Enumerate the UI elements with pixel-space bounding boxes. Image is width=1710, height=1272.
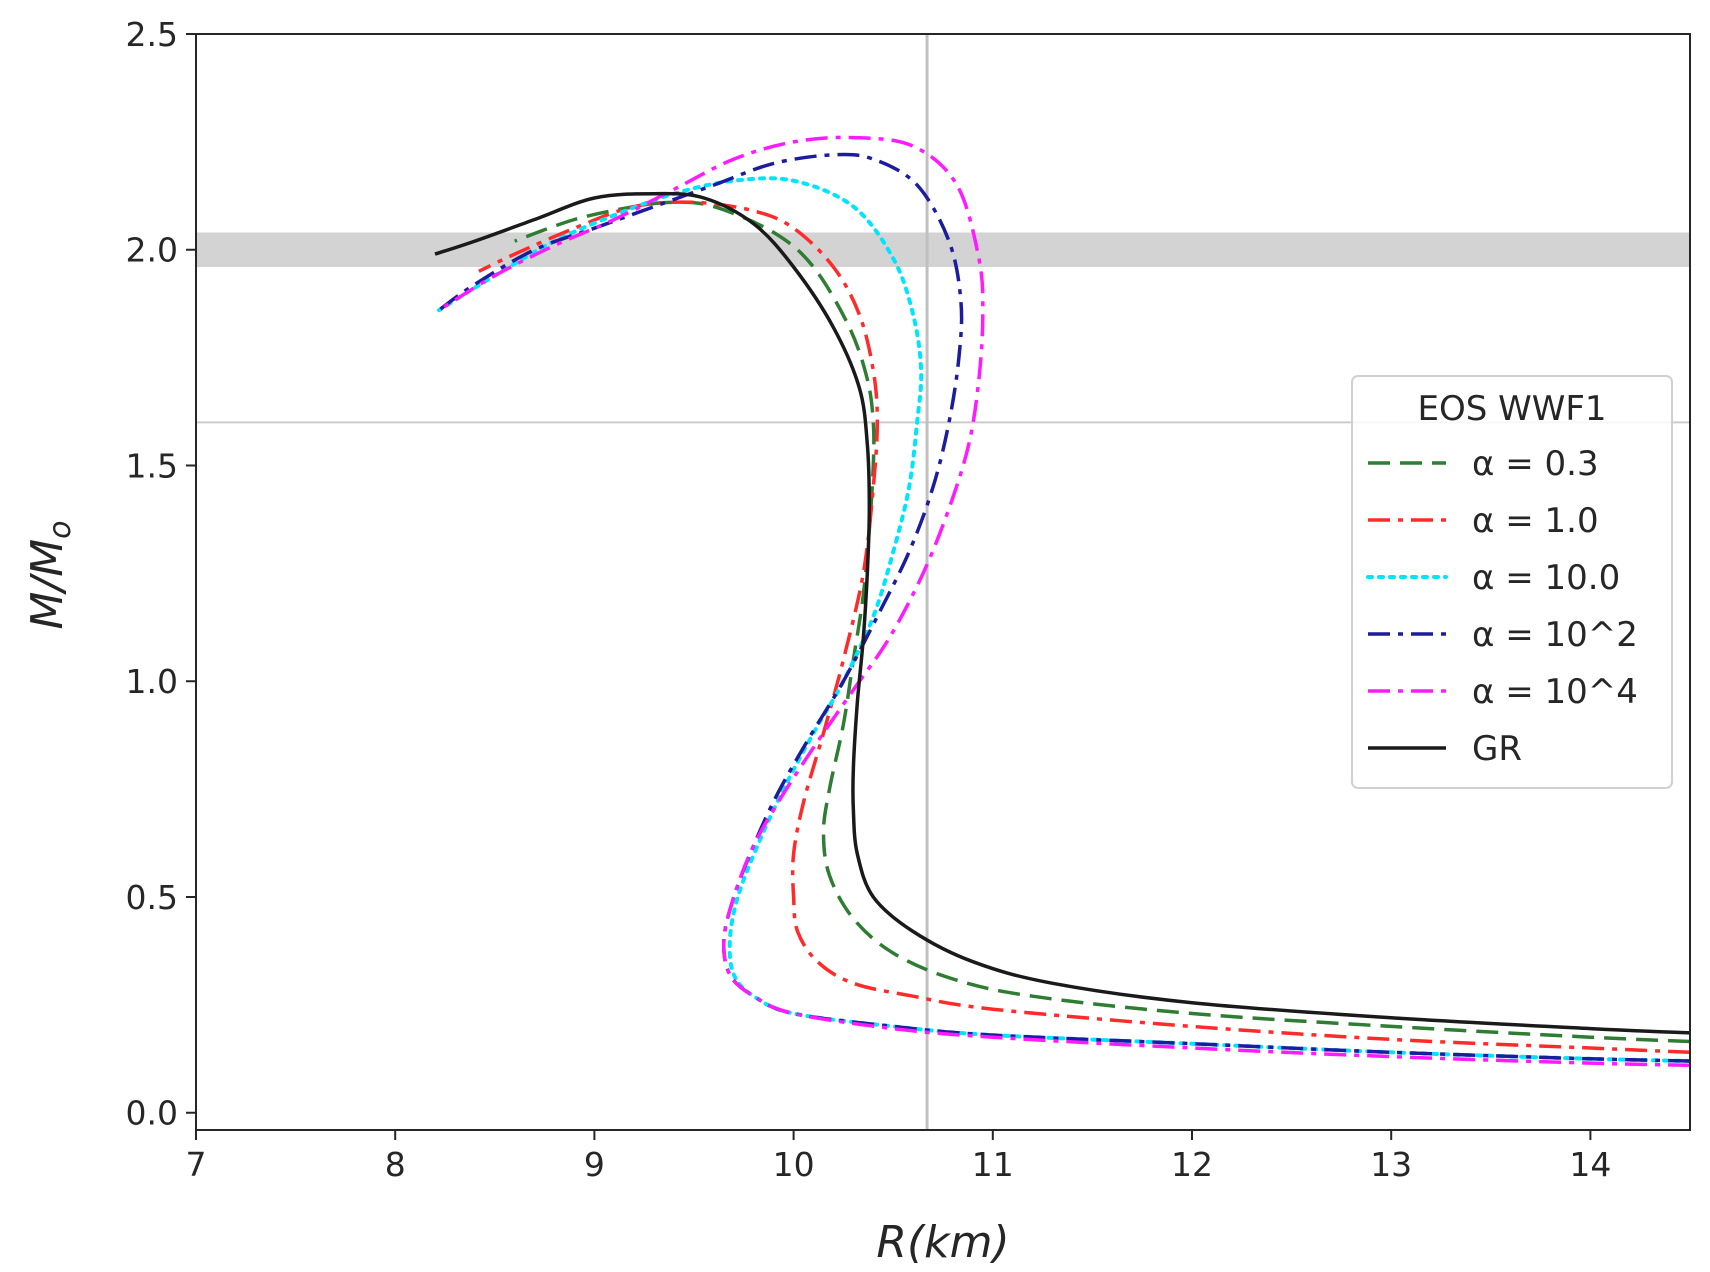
series-line-2 bbox=[478, 200, 1690, 1055]
legend-title: EOS WWF1 bbox=[1417, 389, 1606, 429]
plot-area bbox=[196, 34, 1690, 1130]
legend-entries: α = 0.3 α = 1.0 α = 10.0 α = 10^2 α = 10^4 GR bbox=[1366, 444, 1638, 769]
legend-label-2: α = 1.0 bbox=[1472, 501, 1599, 541]
y-tick-label: 1.0 bbox=[126, 662, 178, 701]
x-tick-label: 8 bbox=[385, 1145, 406, 1184]
x-tick-label: 12 bbox=[1171, 1145, 1213, 1184]
x-tick-label: 11 bbox=[972, 1145, 1014, 1184]
x-axis-label: R(km) bbox=[876, 1217, 1009, 1268]
y-axis-label-text: M/M bbox=[22, 539, 73, 630]
legend: EOS WWF1 α = 0.3α = 1.0α = 10.0α = 10^2α… bbox=[1351, 375, 1673, 789]
series-line-4 bbox=[437, 152, 1690, 1063]
legend-box bbox=[1351, 375, 1673, 789]
series-line-6 bbox=[434, 191, 1690, 1035]
legend-label-1: α = 0.3 bbox=[1472, 444, 1599, 484]
y-axis-label-subscript: o bbox=[43, 520, 78, 538]
x-axis-ticks: 7 8 9 10 11 12 13 14 bbox=[186, 1130, 1611, 1184]
y-tick-label: 1.5 bbox=[126, 446, 178, 485]
legend-label-5: α = 10^4 bbox=[1472, 672, 1638, 712]
legend-label-6: GR bbox=[1472, 729, 1522, 769]
x-tick-label: 13 bbox=[1370, 1145, 1412, 1184]
series-lines bbox=[434, 135, 1690, 1068]
reference-band bbox=[196, 232, 1690, 268]
y-axis-ticks: 0.0 0.5 1.0 1.5 2.0 2.5 bbox=[126, 15, 196, 1133]
x-tick-label: 10 bbox=[773, 1145, 815, 1184]
x-tick-label: 14 bbox=[1569, 1145, 1611, 1184]
y-tick-label: 2.5 bbox=[126, 15, 178, 54]
x-tick-label: 9 bbox=[584, 1145, 605, 1184]
y-tick-label: 0.5 bbox=[126, 878, 178, 917]
legend-label-3: α = 10.0 bbox=[1472, 558, 1620, 598]
y-tick-label: 0.0 bbox=[126, 1094, 178, 1133]
series-line-5 bbox=[438, 135, 1690, 1068]
y-tick-label: 2.0 bbox=[126, 231, 178, 270]
x-tick-label: 7 bbox=[186, 1145, 207, 1184]
plot-frame bbox=[195, 33, 1691, 1131]
y-axis-label: M/Mo bbox=[22, 520, 78, 629]
legend-label-4: α = 10^2 bbox=[1472, 615, 1638, 655]
x-axis-label-text: R(km) bbox=[876, 1217, 1009, 1268]
